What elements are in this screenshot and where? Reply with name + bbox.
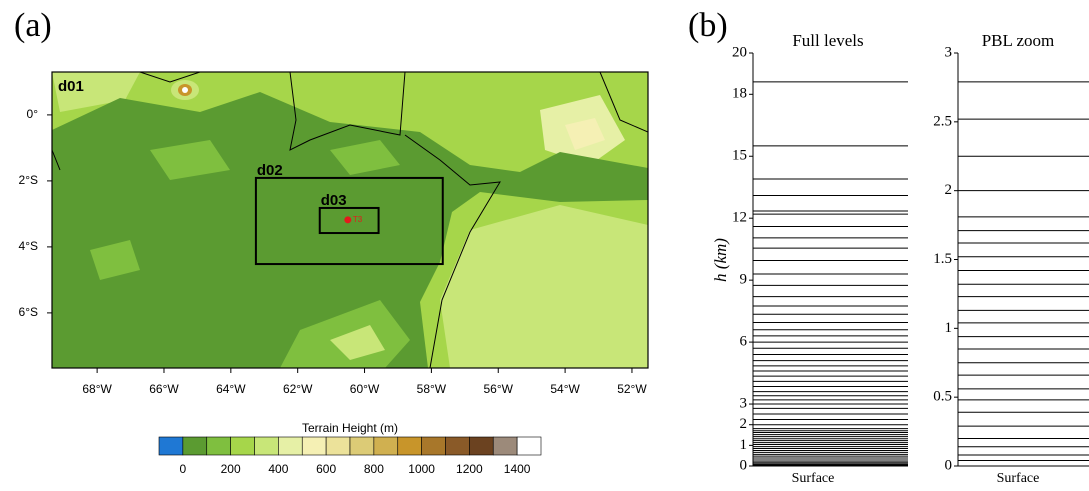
y-tick-label: 2 [945,182,953,198]
y-tick-label: 9 [740,272,748,288]
y-tick-label: 0 [740,457,748,473]
x-tick-label: 56°W [484,382,514,396]
colorbar-cell [182,436,208,456]
chart-title: PBL zoom [982,31,1055,50]
colorbar-cell [373,436,399,456]
domain-box [254,176,444,266]
y-tick-label: 0 [945,457,953,473]
x-tick-label: 64°W [216,382,246,396]
site-marker [344,216,352,224]
colorbar-cell [206,436,231,456]
colorbar-cell [516,436,542,456]
colorbar-cell [278,436,303,456]
chart-title: Full levels [792,31,863,50]
y-tick-label: 18 [732,86,747,102]
y-tick-label: 0° [27,107,39,121]
y-tick-label: 6°S [19,305,38,319]
domain-box [318,206,380,235]
y-tick-label: 15 [732,148,747,164]
colorbar-tick-label: 200 [221,462,241,476]
domain-label: d02 [257,162,283,179]
domain-label: d01 [58,78,84,95]
colorbar-cell [158,436,184,456]
x-tick-label: 60°W [350,382,380,396]
domain-label: d03 [321,192,347,209]
panel-label: (a) [14,7,52,44]
colorbar-title: Terrain Height (m) [302,421,398,435]
x-axis-label: Surface [997,471,1040,486]
y-tick-label: 2°S [19,173,38,187]
colorbar-cell [254,436,279,456]
colorbar-cell [421,436,446,456]
colorbar-tick-label: 800 [364,462,384,476]
colorbar-tick-label: 1000 [408,462,435,476]
colorbar-cell [325,436,351,456]
y-tick-label: 12 [732,210,747,226]
colorbar-tick-label: 0 [180,462,187,476]
colorbar-cell [230,436,255,456]
x-tick-label: 62°W [283,382,313,396]
x-tick-label: 66°W [149,382,179,396]
colorbar-tick-label: 600 [316,462,336,476]
x-tick-label: 52°W [617,382,647,396]
x-tick-label: 54°W [550,382,580,396]
colorbar-cell [397,436,422,456]
y-tick-label: 6 [740,334,748,350]
y-axis-label: h (km) [711,238,730,282]
colorbar-tick-label: 1200 [456,462,483,476]
y-tick-label: 3 [740,395,748,411]
colorbar-tick-label: 400 [268,462,288,476]
site-label: T3 [353,215,363,224]
colorbar-cell [469,436,494,456]
y-tick-label: 2 [740,416,748,432]
x-tick-label: 68°W [82,382,112,396]
colorbar-cell [445,436,470,456]
y-tick-label: 0.5 [933,389,952,405]
panel-label: (b) [688,7,728,44]
y-tick-label: 2.5 [933,113,952,129]
y-tick-label: 4°S [19,239,38,253]
colorbar-cell [492,436,518,456]
y-tick-label: 1 [740,437,748,453]
x-axis-label: Surface [792,471,835,486]
colorbar-cell [349,436,375,456]
x-tick-label: 58°W [417,382,447,396]
y-tick-label: 1.5 [933,251,952,267]
y-tick-label: 3 [945,44,953,60]
y-tick-label: 1 [945,320,953,336]
map-frame [51,71,649,369]
terrain [52,72,648,368]
colorbar-cell [301,436,327,456]
colorbar-tick-label: 1400 [504,462,531,476]
y-tick-label: 20 [732,44,747,60]
